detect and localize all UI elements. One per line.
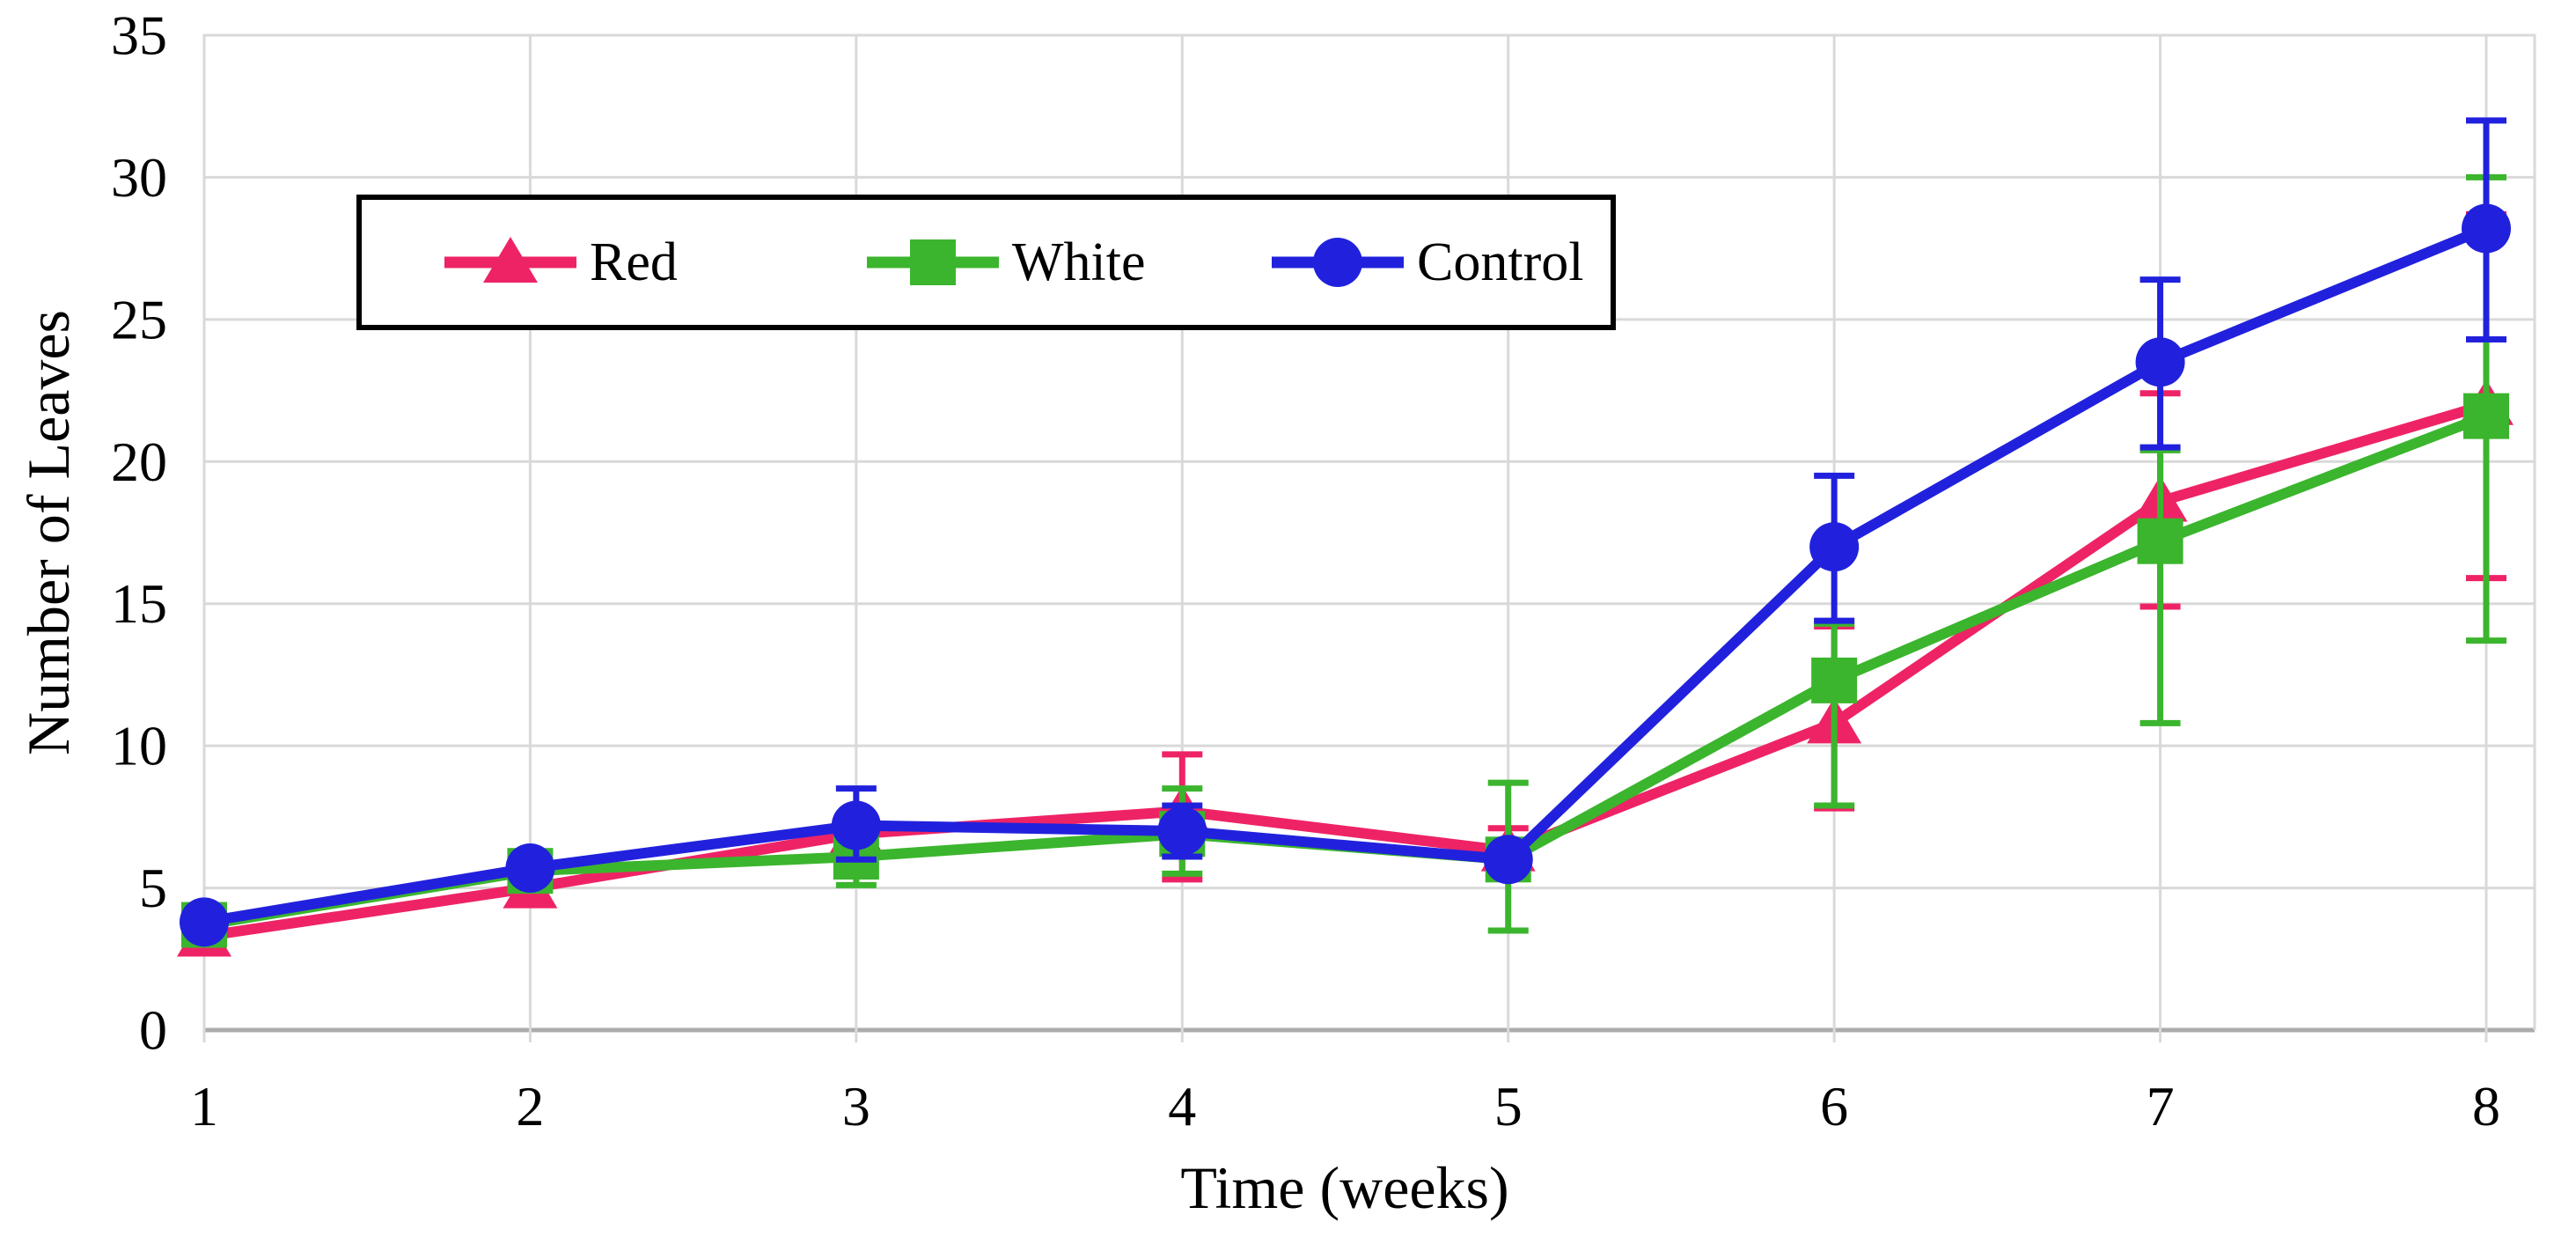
x-tick-label: 8 [2472,1075,2500,1137]
marker-white-week6 [1811,657,1858,703]
legend-label: White [1012,232,1146,292]
x-tick-label: 5 [1494,1075,1523,1137]
grid-layer [202,33,2536,1042]
x-axis-title: Time (weeks) [1180,1154,1508,1221]
marker-control-week2 [505,843,555,893]
x-tick-label: 7 [2147,1075,2175,1137]
legend-entry-red: Red [444,232,678,292]
series-control [180,117,2511,947]
y-tick-label: 5 [139,857,167,919]
marker-white-week7 [2137,518,2183,564]
x-tick-label: 1 [190,1075,218,1137]
marker-control-week6 [1809,522,1860,572]
series-layer [177,117,2514,957]
marker-control-week4 [1157,806,1207,856]
marker-control-week1 [180,897,229,947]
x-tick-label: 4 [1168,1075,1196,1137]
legend-label: Red [590,232,678,292]
y-axis-title: Number of Leaves [15,310,82,755]
marker-control-week3 [831,800,881,850]
legend-square-icon [910,239,956,285]
legend-triangle-icon [483,237,538,283]
y-tick-label: 0 [139,999,167,1062]
axis-labels-layer: Time (weeks) Number of Leaves 0510152025… [15,4,2500,1222]
y-tick-label: 30 [111,146,167,209]
legend-entry-control: Control [1272,232,1583,292]
y-tick-label: 15 [111,572,167,635]
x-tick-label: 6 [1820,1075,1848,1137]
legend-label: Control [1417,232,1583,292]
y-tick-label: 10 [111,715,167,777]
series-control-line [199,223,2492,928]
marker-white-week8 [2463,393,2509,439]
y-tick-label: 35 [111,4,167,67]
legend: Red White Control [356,195,1616,330]
plot-border [202,33,2536,1030]
marker-control-week7 [2135,337,2185,387]
series-red-line [199,399,2492,942]
marker-control-week8 [2462,203,2511,254]
error-bar-white-week7 [2139,446,2181,726]
legend-entry-white: White [867,232,1146,292]
legend-circle-icon [1313,238,1362,287]
y-tick-label: 20 [111,431,167,493]
y-tick-label: 25 [111,288,167,350]
x-tick-label: 3 [842,1075,870,1137]
marker-control-week5 [1483,835,1533,885]
x-tick-label: 2 [516,1075,544,1137]
